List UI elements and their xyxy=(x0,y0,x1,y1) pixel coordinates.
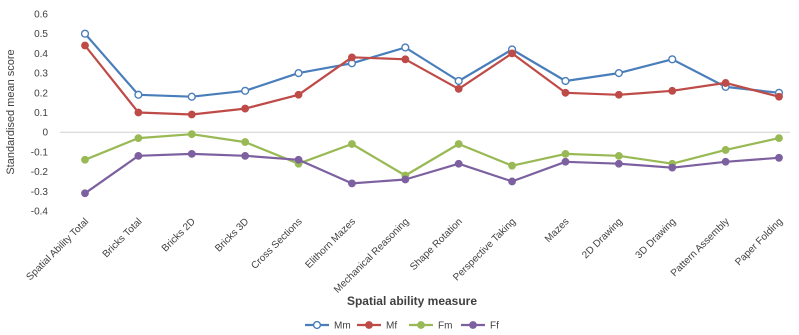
series-line xyxy=(84,32,780,98)
x-tick-label: Cross Sections xyxy=(249,216,304,271)
series-line xyxy=(84,133,780,177)
legend-marker xyxy=(365,321,373,329)
series-mf xyxy=(81,41,783,119)
series-line xyxy=(84,152,780,195)
data-point xyxy=(614,159,623,168)
data-point xyxy=(81,189,89,198)
y-axis-title: Standardised mean score xyxy=(5,49,17,174)
x-tick-label: Paper Folding xyxy=(733,216,785,268)
legend-label: Mf xyxy=(386,321,397,332)
y-tick-label: 0.3 xyxy=(34,69,48,80)
data-point xyxy=(241,86,250,95)
x-tick-label: Mazes xyxy=(543,216,572,245)
legend: Mm Mf Fm Ff xyxy=(305,321,499,332)
data-point xyxy=(134,134,143,143)
data-point xyxy=(81,155,89,164)
y-tick-label: -0.4 xyxy=(31,207,49,218)
y-tick-label: 0.4 xyxy=(34,49,48,60)
x-tick-label: Bricks 2D xyxy=(160,216,198,254)
data-point xyxy=(401,43,410,52)
data-point xyxy=(721,146,730,154)
data-point xyxy=(561,88,570,97)
data-point xyxy=(134,108,143,117)
x-axis-title: Spatial ability measure xyxy=(347,294,477,308)
data-point xyxy=(454,140,463,148)
x-tick-label: Shape Rotation xyxy=(408,216,465,273)
data-point xyxy=(80,29,90,38)
data-point xyxy=(241,138,250,146)
data-point xyxy=(187,92,196,101)
legend-marker xyxy=(417,321,425,329)
data-point xyxy=(187,130,196,139)
legend-label: Mm xyxy=(334,321,351,332)
series-mm xyxy=(80,29,784,101)
x-axis-tick-labels: Spatial Ability Total Bricks Total Bricks … xyxy=(25,216,786,295)
data-point xyxy=(454,76,463,86)
legend-item-mm: Mm xyxy=(305,321,351,332)
data-point xyxy=(81,41,89,50)
y-axis-tick-labels: 0.6 0.5 0.4 0.3 0.2 0.1 0 -0.1 -0.2 -0.3 -0.4 xyxy=(31,10,49,218)
data-point xyxy=(134,151,143,160)
data-point xyxy=(241,151,250,160)
data-point xyxy=(561,149,570,158)
data-point xyxy=(721,157,730,166)
series-line xyxy=(84,44,780,116)
legend-marker xyxy=(312,320,322,330)
y-tick-label: 0.2 xyxy=(34,88,48,99)
data-point xyxy=(187,149,196,158)
legend-marker xyxy=(469,321,477,329)
data-point xyxy=(561,157,570,166)
data-point xyxy=(241,104,250,113)
data-point xyxy=(614,90,623,99)
data-point xyxy=(294,68,303,78)
data-point xyxy=(294,90,303,99)
y-tick-label: 0.5 xyxy=(34,29,48,40)
data-point xyxy=(561,76,570,86)
data-point xyxy=(401,175,410,184)
data-point xyxy=(454,84,463,93)
data-point xyxy=(614,151,623,160)
x-tick-label: 2D Drawing xyxy=(580,216,625,261)
data-point xyxy=(348,179,356,188)
y-tick-label: 0.6 xyxy=(34,10,48,21)
x-tick-label: Spatial Ability Total xyxy=(25,216,92,283)
data-point xyxy=(187,110,196,119)
data-point xyxy=(508,49,516,58)
legend-label: Ff xyxy=(490,321,499,332)
data-point xyxy=(348,53,356,62)
y-tick-label: 0 xyxy=(42,128,48,139)
series-ff xyxy=(81,149,783,198)
data-point xyxy=(721,79,730,87)
x-tick-label: 3D Drawing xyxy=(634,216,679,261)
data-point xyxy=(454,159,463,168)
y-tick-label: 0.1 xyxy=(34,108,48,119)
data-point xyxy=(668,86,677,95)
data-point xyxy=(294,155,303,164)
data-point xyxy=(668,55,677,64)
x-tick-label: Elithorn Mazes xyxy=(303,216,358,271)
series-layer xyxy=(80,29,784,198)
x-tick-label: Pattern Assembly xyxy=(669,216,732,279)
legend-item-fm: Fm xyxy=(409,321,452,332)
legend-item-ff: Ff xyxy=(461,321,499,332)
y-tick-label: -0.1 xyxy=(31,147,49,158)
data-point xyxy=(508,177,516,186)
data-point xyxy=(614,68,623,78)
legend-item-mf: Mf xyxy=(357,321,397,332)
data-point xyxy=(508,161,516,170)
x-tick-label: Bricks Total xyxy=(101,216,145,260)
data-point xyxy=(775,134,783,143)
data-point xyxy=(775,153,783,162)
data-point xyxy=(401,55,410,64)
x-tick-label: Bricks 3D xyxy=(213,216,251,254)
y-tick-label: -0.3 xyxy=(31,187,49,198)
legend-label: Fm xyxy=(438,321,452,332)
y-tick-label: -0.2 xyxy=(31,167,49,178)
data-point xyxy=(134,90,143,99)
data-point xyxy=(775,92,783,101)
data-point xyxy=(348,140,356,148)
data-point xyxy=(668,163,677,172)
